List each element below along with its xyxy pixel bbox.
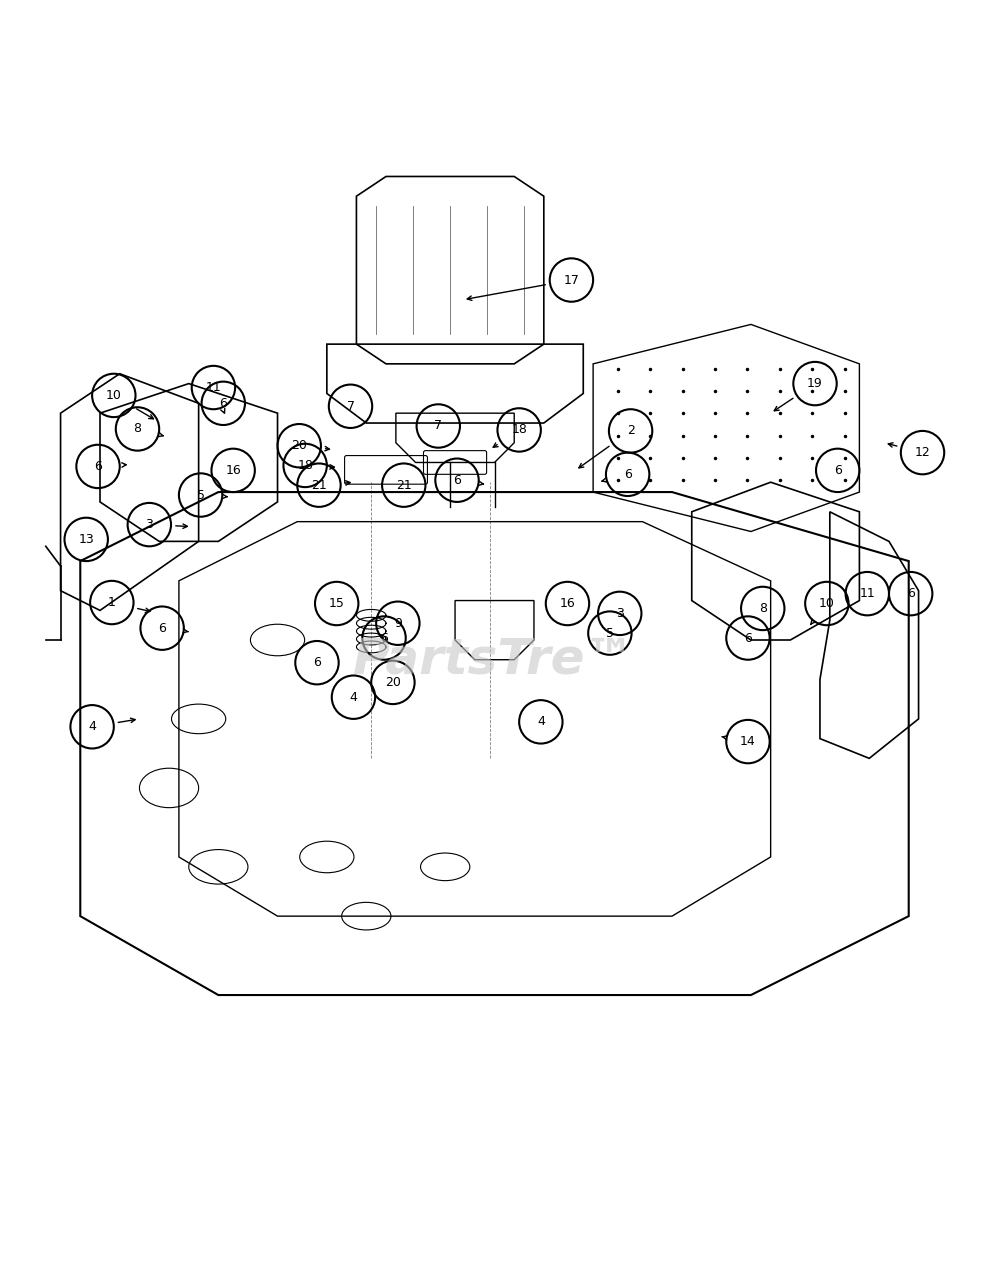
Text: 6: 6 [624,467,632,481]
Text: 16: 16 [560,596,576,611]
Text: 4: 4 [349,691,357,704]
Text: 6: 6 [314,657,320,669]
Text: 20: 20 [292,439,308,452]
Text: 11: 11 [859,588,875,600]
Text: 6: 6 [744,631,752,645]
Text: 19: 19 [807,378,823,390]
Text: 10: 10 [819,596,835,611]
Text: 15: 15 [328,596,344,611]
Text: 3: 3 [616,607,624,620]
Text: 14: 14 [740,735,756,748]
Text: 7: 7 [434,420,442,433]
Text: 16: 16 [225,463,241,477]
Text: 3: 3 [145,518,153,531]
Text: 4: 4 [88,721,96,733]
Text: 17: 17 [564,274,580,287]
Text: 6: 6 [158,622,166,635]
Text: 11: 11 [206,381,222,394]
Text: 2: 2 [627,425,635,438]
Text: 10: 10 [106,389,122,402]
Text: 18: 18 [298,460,314,472]
Text: 21: 21 [396,479,411,492]
Text: 6: 6 [380,631,388,645]
Text: 5: 5 [197,489,205,502]
Text: 1: 1 [108,596,116,609]
Text: 6: 6 [453,474,461,486]
Text: 20: 20 [385,676,401,689]
Text: 6: 6 [94,460,102,472]
Text: 12: 12 [915,447,931,460]
Text: 4: 4 [537,716,545,728]
Text: 18: 18 [511,424,527,436]
Text: 6: 6 [907,588,915,600]
Text: 13: 13 [78,532,94,545]
Text: 8: 8 [134,422,141,435]
Text: 7: 7 [346,399,354,412]
Text: 21: 21 [312,479,326,492]
Text: 6: 6 [834,463,842,477]
Text: 6: 6 [220,397,227,410]
Text: 5: 5 [606,627,614,640]
Text: 9: 9 [394,617,402,630]
Text: PartsTre™: PartsTre™ [353,636,636,684]
Text: 8: 8 [759,602,766,614]
